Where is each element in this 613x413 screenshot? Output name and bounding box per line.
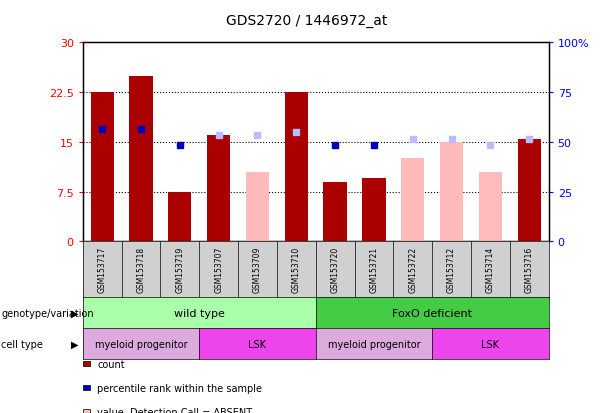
Text: GSM153719: GSM153719 [175,247,185,292]
Bar [91,93,114,242]
Text: GSM153709: GSM153709 [253,246,262,293]
Text: LSK: LSK [481,339,500,349]
Bar [401,159,424,242]
Text: FoxO deficient: FoxO deficient [392,308,472,318]
Text: myeloid progenitor: myeloid progenitor [94,339,188,349]
Text: wild type: wild type [174,308,224,318]
Bar [517,139,541,242]
Text: GSM153707: GSM153707 [214,246,223,293]
Bar [246,172,269,242]
Text: myeloid progenitor: myeloid progenitor [327,339,421,349]
Text: genotype/variation: genotype/variation [1,308,94,318]
Bar [284,93,308,242]
Bar [168,192,191,242]
Text: GSM153720: GSM153720 [330,247,340,292]
Text: GDS2720 / 1446972_at: GDS2720 / 1446972_at [226,14,387,28]
Text: ▶: ▶ [71,339,78,349]
Text: cell type: cell type [1,339,43,349]
Bar [440,142,463,242]
Text: ▶: ▶ [71,308,78,318]
Text: GSM153722: GSM153722 [408,247,417,292]
Text: GSM153718: GSM153718 [137,247,145,292]
Text: count: count [97,359,125,369]
Text: value, Detection Call = ABSENT: value, Detection Call = ABSENT [97,407,253,413]
Text: GSM153710: GSM153710 [292,247,301,292]
Text: percentile rank within the sample: percentile rank within the sample [97,383,262,393]
Text: GSM153717: GSM153717 [97,247,107,292]
Bar [479,172,502,242]
Text: GSM153721: GSM153721 [370,247,378,292]
Bar [207,136,230,242]
Bar [129,76,153,242]
Text: GSM153716: GSM153716 [525,247,534,292]
Bar [324,182,347,242]
Text: GSM153714: GSM153714 [486,247,495,292]
Text: GSM153712: GSM153712 [447,247,456,292]
Text: LSK: LSK [248,339,267,349]
Bar [362,179,386,242]
